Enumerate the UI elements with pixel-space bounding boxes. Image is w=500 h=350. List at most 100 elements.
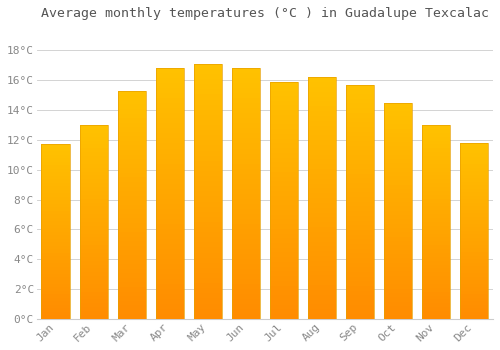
Bar — [308, 150, 336, 155]
Bar — [80, 179, 108, 183]
Bar — [270, 177, 298, 181]
Bar — [118, 218, 146, 223]
Bar — [118, 264, 146, 269]
Bar — [156, 113, 184, 118]
Bar — [232, 224, 260, 229]
Bar — [308, 280, 336, 285]
Bar — [118, 155, 146, 159]
Bar — [118, 91, 146, 319]
Bar — [118, 159, 146, 164]
Bar — [118, 205, 146, 209]
Bar — [460, 143, 488, 146]
Bar — [194, 166, 222, 171]
Bar — [422, 125, 450, 319]
Bar — [42, 260, 70, 263]
Bar — [194, 253, 222, 258]
Bar — [422, 272, 450, 276]
Bar — [460, 178, 488, 182]
Bar — [156, 103, 184, 108]
Bar — [118, 104, 146, 109]
Bar — [422, 145, 450, 148]
Bar — [194, 135, 222, 140]
Bar — [232, 269, 260, 274]
Bar — [118, 246, 146, 251]
Bar — [42, 235, 70, 239]
Bar — [346, 220, 374, 225]
Bar — [194, 186, 222, 191]
Bar — [270, 300, 298, 304]
Bar — [156, 148, 184, 154]
Bar — [232, 133, 260, 139]
Bar — [156, 174, 184, 178]
Bar — [308, 145, 336, 150]
Bar — [156, 154, 184, 159]
Bar — [270, 115, 298, 120]
Bar — [384, 189, 412, 194]
Bar — [42, 253, 70, 256]
Bar — [422, 179, 450, 183]
Bar — [460, 168, 488, 171]
Bar — [346, 122, 374, 127]
Bar — [80, 183, 108, 187]
Bar — [194, 222, 222, 227]
Bar — [346, 272, 374, 277]
Bar — [460, 175, 488, 178]
Bar — [80, 222, 108, 226]
Bar — [118, 278, 146, 282]
Bar — [308, 222, 336, 227]
Bar — [156, 68, 184, 74]
Bar — [194, 206, 222, 212]
Bar — [308, 246, 336, 251]
Bar — [422, 187, 450, 191]
Bar — [270, 101, 298, 105]
Bar — [460, 276, 488, 280]
Bar — [118, 196, 146, 200]
Bar — [308, 121, 336, 126]
Bar — [308, 77, 336, 319]
Bar — [156, 198, 184, 204]
Bar — [156, 108, 184, 113]
Bar — [232, 159, 260, 163]
Bar — [118, 118, 146, 122]
Bar — [422, 164, 450, 168]
Bar — [80, 164, 108, 168]
Bar — [346, 99, 374, 104]
Bar — [384, 250, 412, 254]
Bar — [422, 292, 450, 296]
Bar — [80, 125, 108, 319]
Bar — [308, 97, 336, 102]
Bar — [422, 125, 450, 129]
Bar — [270, 144, 298, 148]
Bar — [42, 145, 70, 319]
Bar — [42, 218, 70, 221]
Bar — [42, 176, 70, 179]
Bar — [80, 218, 108, 222]
Bar — [308, 77, 336, 82]
Bar — [80, 241, 108, 245]
Bar — [80, 203, 108, 206]
Bar — [194, 299, 222, 303]
Bar — [384, 194, 412, 198]
Bar — [270, 233, 298, 238]
Bar — [308, 256, 336, 261]
Bar — [232, 118, 260, 124]
Bar — [422, 245, 450, 249]
Bar — [118, 232, 146, 237]
Bar — [422, 237, 450, 241]
Bar — [194, 69, 222, 74]
Bar — [460, 234, 488, 238]
Bar — [422, 311, 450, 315]
Bar — [42, 239, 70, 242]
Bar — [118, 223, 146, 228]
Bar — [460, 217, 488, 220]
Bar — [156, 93, 184, 98]
Bar — [308, 251, 336, 256]
Bar — [232, 239, 260, 244]
Bar — [346, 258, 374, 263]
Bar — [156, 68, 184, 319]
Bar — [460, 305, 488, 308]
Bar — [194, 146, 222, 150]
Bar — [346, 267, 374, 272]
Bar — [422, 191, 450, 195]
Bar — [80, 303, 108, 307]
